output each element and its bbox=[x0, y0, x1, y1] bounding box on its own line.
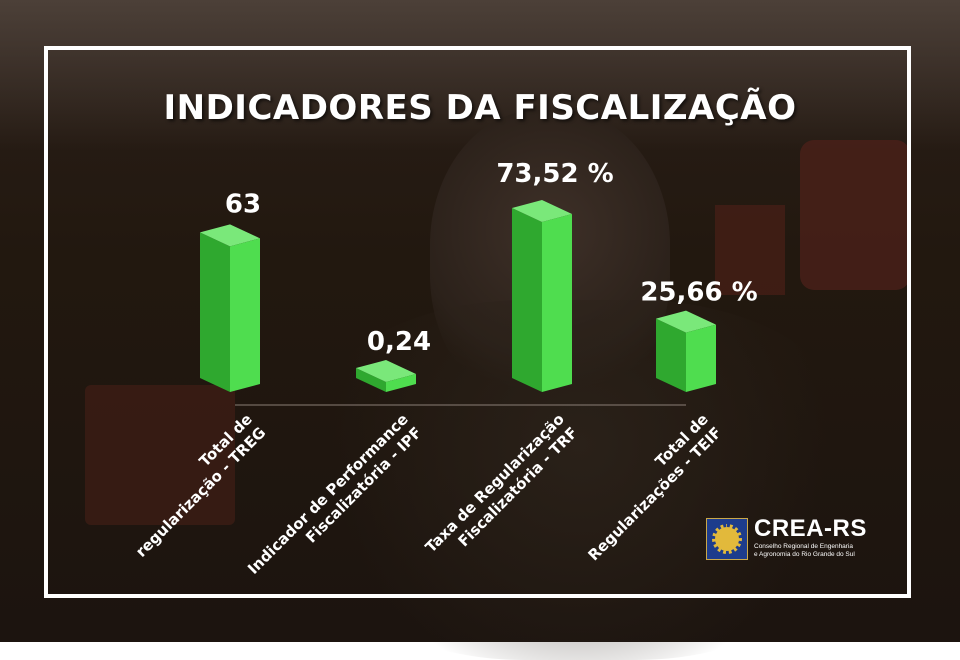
category-label-3: Taxa de RegularizaçãoFiscalizatória - TR… bbox=[422, 410, 582, 570]
bar-4 bbox=[656, 310, 716, 392]
bar-2 bbox=[356, 360, 416, 392]
logo-subtitle-line1: Conselho Regional de Engenharia bbox=[754, 543, 854, 550]
category-label-4: Total deRegularizações - TEIF bbox=[571, 410, 725, 564]
value-label-3: 73,52 % bbox=[496, 159, 613, 189]
crea-rs-logo: CREA-RS Conselho Regional de Engenharia … bbox=[706, 515, 906, 563]
crea-gear-seal-icon bbox=[706, 518, 748, 560]
bar-chart: 63 Total deregularização - TREG 0,24 Indica… bbox=[119, 159, 757, 591]
category-label-2: Indicador de PerformanceFiscalizatória -… bbox=[244, 410, 425, 591]
bar-1 bbox=[200, 224, 260, 392]
bar-3 bbox=[512, 200, 572, 392]
logo-subtitle-line2: e Agronomia do Rio Grande do Sul bbox=[754, 551, 855, 558]
category-label-1: Total deregularização - TREG bbox=[119, 410, 270, 561]
value-label-2: 0,24 bbox=[367, 327, 431, 357]
logo-name: CREA-RS bbox=[754, 515, 867, 542]
value-label-1: 63 bbox=[225, 189, 261, 219]
value-label-4: 25,66 % bbox=[640, 278, 757, 308]
chart-title: INDICADORES DA FISCALIZAÇÃO bbox=[163, 88, 797, 128]
white-frame bbox=[44, 46, 911, 598]
